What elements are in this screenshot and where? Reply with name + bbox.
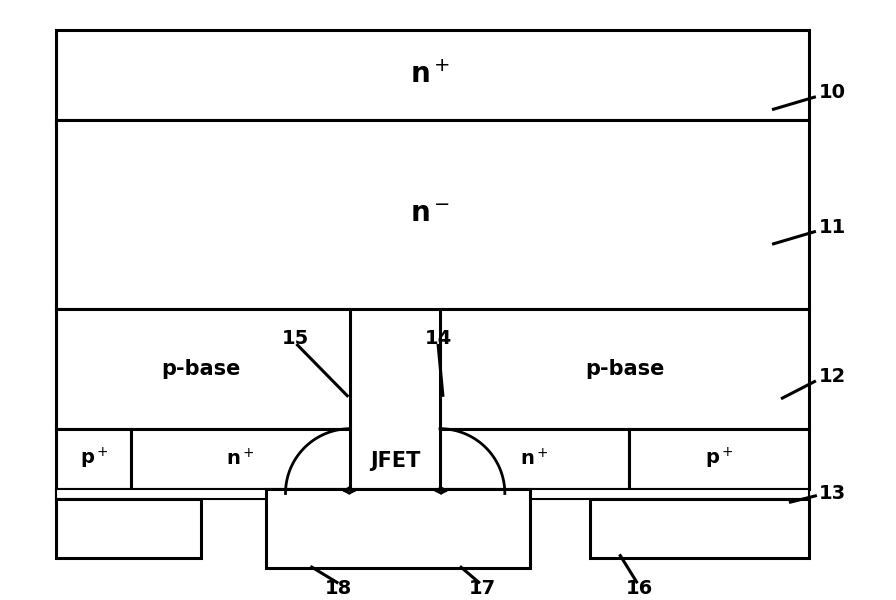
Text: 14: 14 — [425, 329, 452, 349]
Bar — [56, 429, 131, 488]
Text: JFET: JFET — [370, 451, 420, 470]
Text: p-base: p-base — [585, 359, 664, 379]
Bar — [56, 309, 350, 429]
Text: 15: 15 — [282, 329, 309, 349]
Bar — [630, 429, 809, 488]
Text: 11: 11 — [819, 218, 846, 237]
Text: 12: 12 — [819, 367, 846, 386]
Text: n$^-$: n$^-$ — [410, 200, 450, 229]
Text: 13: 13 — [819, 484, 846, 503]
Bar — [440, 429, 630, 488]
Text: 18: 18 — [324, 579, 352, 598]
Text: 16: 16 — [625, 579, 653, 598]
Text: p-base: p-base — [161, 359, 240, 379]
Text: 17: 17 — [469, 579, 495, 598]
Bar — [56, 30, 809, 119]
Bar — [56, 499, 201, 559]
Bar — [56, 119, 809, 309]
Text: 10: 10 — [819, 83, 846, 102]
Text: n$^+$: n$^+$ — [521, 448, 549, 469]
Text: p$^+$: p$^+$ — [705, 446, 734, 471]
Text: p$^+$: p$^+$ — [80, 446, 108, 471]
Bar — [131, 429, 350, 488]
Bar — [590, 499, 809, 559]
Text: n$^+$: n$^+$ — [410, 61, 450, 89]
Text: n$^+$: n$^+$ — [227, 448, 255, 469]
Bar — [56, 488, 809, 499]
Bar — [265, 488, 530, 568]
Bar — [440, 309, 809, 429]
